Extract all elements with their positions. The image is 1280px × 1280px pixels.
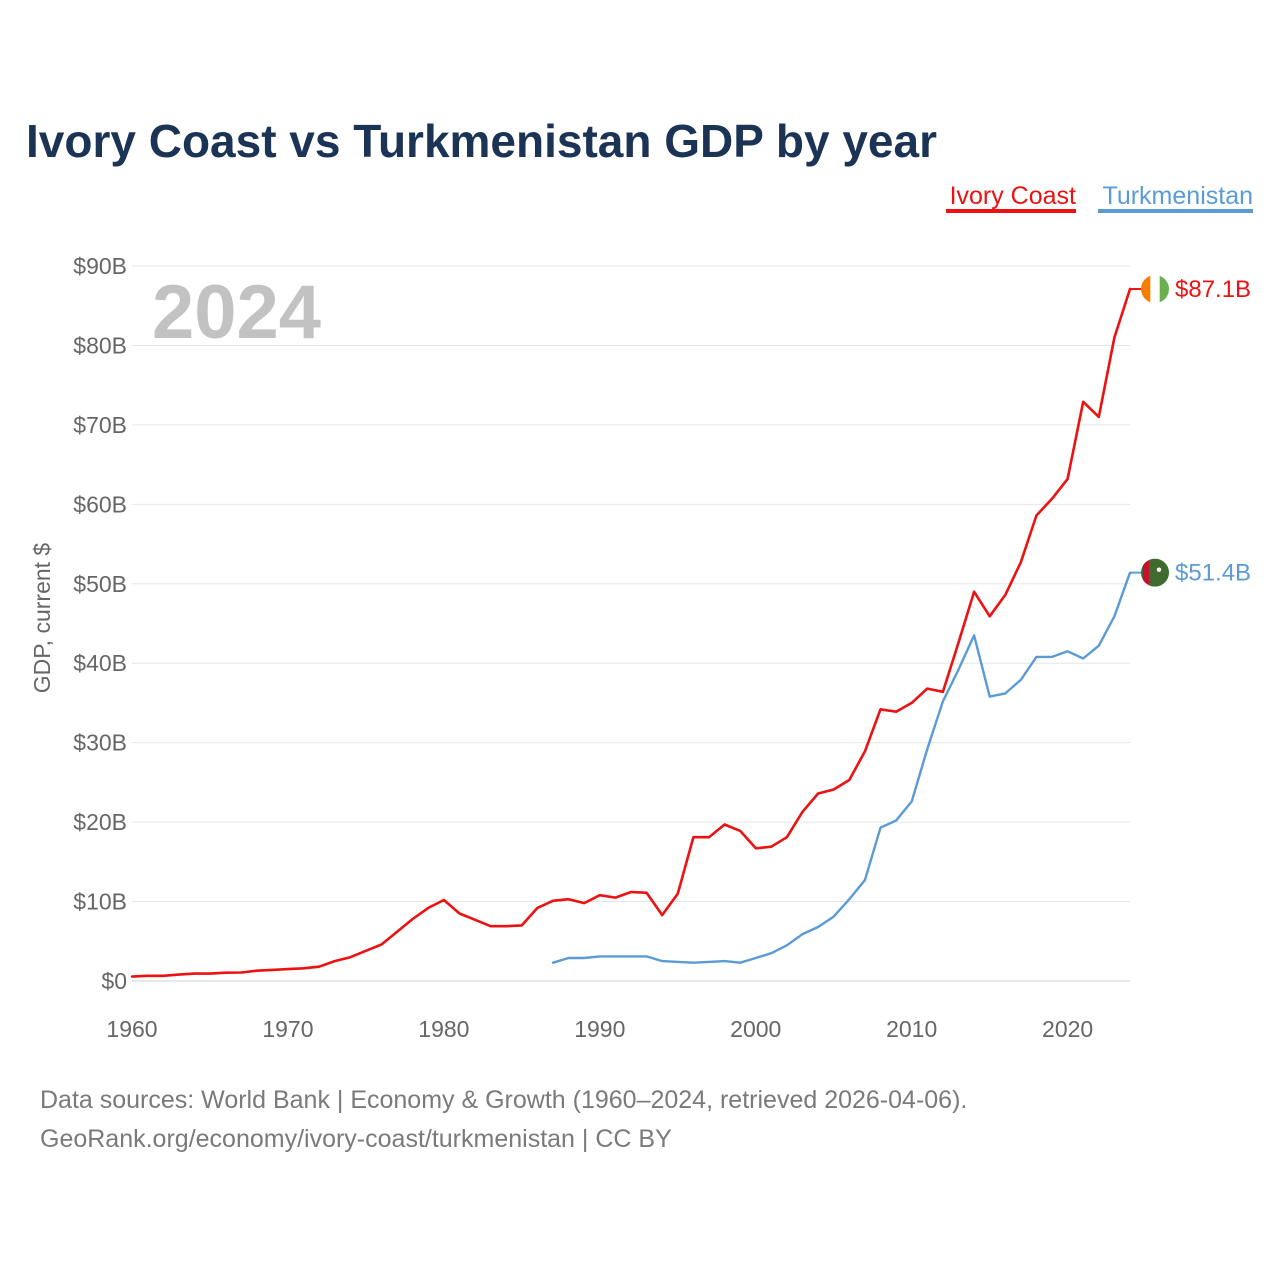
legend-ivory-coast-underline <box>946 209 1076 213</box>
y-tick-label: $70B <box>73 412 127 438</box>
gridlines <box>132 265 1130 982</box>
y-tick-label: $30B <box>73 730 127 756</box>
series-line-ivory-coast[interactable] <box>130 287 1132 978</box>
legend: Ivory Coast Turkmenistan <box>946 182 1253 213</box>
y-tick-label: $40B <box>73 650 127 676</box>
source-line-1: Data sources: World Bank | Economy & Gro… <box>40 1086 967 1114</box>
x-tick-label: 2000 <box>730 1016 781 1042</box>
y-tick-label: $20B <box>73 809 127 835</box>
x-tick-label: 1990 <box>574 1016 625 1042</box>
y-tick-label: $50B <box>73 571 127 597</box>
legend-turkmenistan[interactable]: Turkmenistan <box>1102 182 1253 210</box>
series-lines <box>130 287 1141 978</box>
y-tick-label: $60B <box>73 491 127 517</box>
flags <box>1141 275 1169 587</box>
x-tick-label: 2010 <box>886 1016 937 1042</box>
x-tick-label: 1970 <box>262 1016 313 1042</box>
turkmenistan-flag-icon <box>1141 558 1169 587</box>
turkmenistan-end-label: $51.4B <box>1175 560 1251 587</box>
y-axis-ticks: $0 $10B $20B $30B $40B $50B $60B $70B $80B $90B <box>73 253 127 994</box>
series-line-turkmenistan[interactable] <box>551 571 1132 964</box>
legend-turkmenistan-underline <box>1098 209 1253 213</box>
y-tick-label: $10B <box>73 889 127 915</box>
y-tick-label: $90B <box>73 253 127 279</box>
x-axis-ticks: 1960 1970 1980 1990 2000 2010 2020 <box>106 1016 1093 1042</box>
legend-ivory-coast[interactable]: Ivory Coast <box>950 182 1076 210</box>
year-label: 2024 <box>152 270 321 355</box>
y-tick-label: $0 <box>101 968 127 994</box>
x-tick-label: 1980 <box>418 1016 469 1042</box>
ivory-coast-flag-icon <box>1141 275 1169 304</box>
y-tick-label: $80B <box>73 332 127 358</box>
ivory-coast-end-label: $87.1B <box>1175 276 1251 303</box>
source-line-2[interactable]: GeoRank.org/economy/ivory-coast/turkmeni… <box>40 1125 672 1153</box>
x-tick-label: 1960 <box>106 1016 157 1042</box>
y-axis-label: GDP, current $ <box>29 543 55 694</box>
x-tick-label: 2020 <box>1042 1016 1093 1042</box>
chart-title: Ivory Coast vs Turkmenistan GDP by year <box>26 115 937 167</box>
